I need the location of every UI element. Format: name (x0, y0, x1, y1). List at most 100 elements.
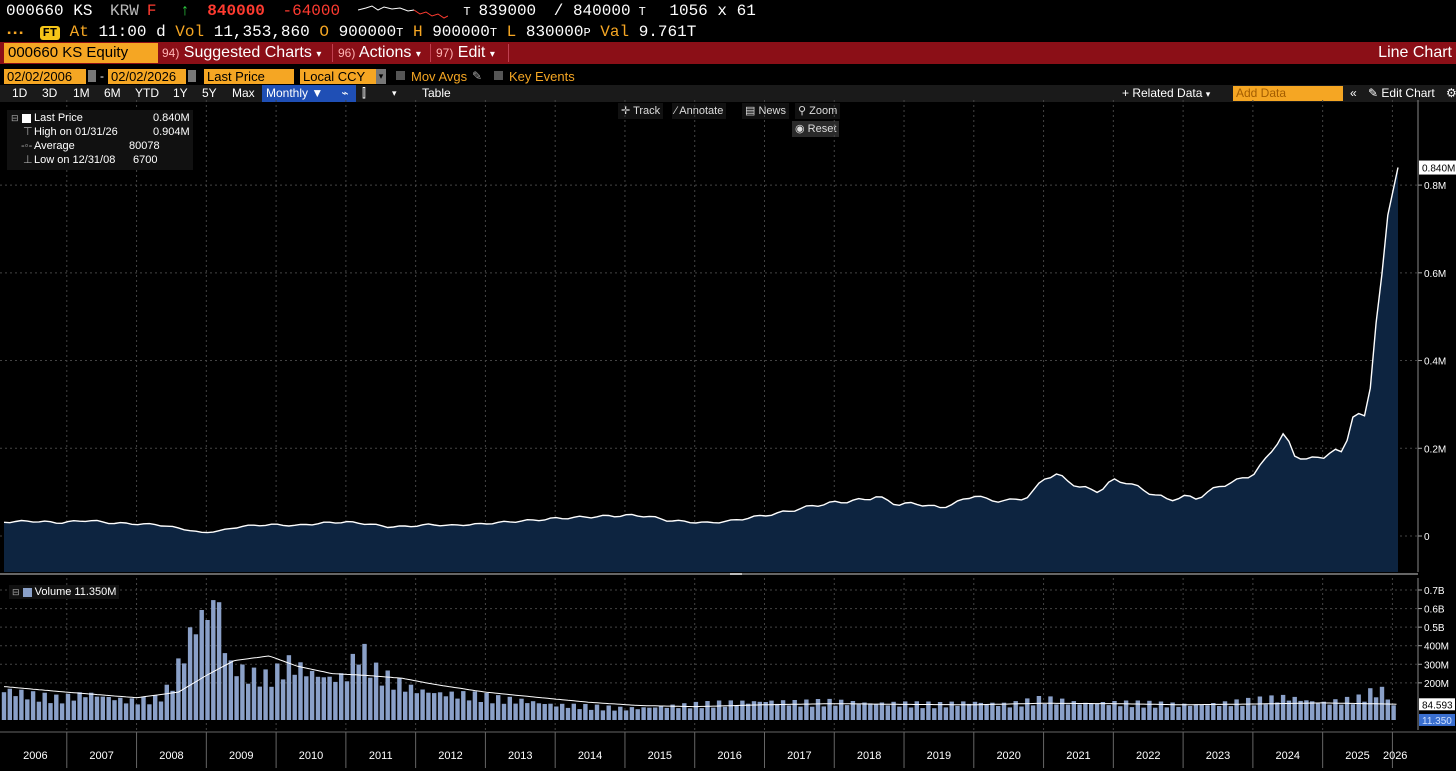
security-field[interactable]: 000660 KS Equity (4, 43, 158, 63)
volume-bar (978, 702, 983, 720)
frequency-selector[interactable]: Monthly ▼ (262, 85, 336, 102)
legend-series-value: 0.840M (153, 112, 190, 124)
volume-bar (594, 704, 600, 720)
add-data-input[interactable]: Add Data (1233, 86, 1343, 101)
line-chart-icon[interactable]: ⌁ (334, 85, 356, 102)
legend-series-name: Last Price (34, 112, 83, 124)
range-5y[interactable]: 5Y (202, 86, 217, 100)
volume-tick-label: 0.6B (1424, 605, 1445, 616)
collapse-icon[interactable]: ⊟ (12, 587, 20, 597)
volume-bar (1118, 706, 1123, 720)
end-date-field[interactable]: 02/02/2026 (108, 69, 186, 84)
pencil-icon[interactable]: ✎ (472, 69, 483, 83)
volume-bar (205, 620, 210, 720)
mov-avgs-checkbox[interactable] (396, 71, 405, 80)
gear-icon[interactable]: ⚙ (1446, 86, 1456, 100)
start-date-field[interactable]: 02/02/2006 (4, 69, 86, 84)
collapse-icon[interactable]: ⊟ (11, 113, 19, 123)
volume-ma-box (1419, 698, 1455, 711)
range-max[interactable]: Max (232, 86, 255, 100)
volume-bar (1030, 705, 1036, 720)
bar-chart-icon[interactable]: ⫿ (362, 86, 366, 100)
volume-bar (182, 663, 187, 720)
volume-bar (199, 610, 204, 720)
volume-bar (100, 696, 105, 720)
quote-ticker: 000660 KS (6, 2, 93, 21)
menu-suggested-charts[interactable]: 94) Suggested Charts ▾ (162, 44, 322, 61)
volume-bar (118, 697, 123, 720)
volume-bar (1077, 704, 1082, 720)
volume-bar (589, 709, 594, 720)
volume-bar (560, 703, 565, 720)
x-tick-label: 2026 (1383, 750, 1407, 762)
price-area-fill (4, 167, 1398, 572)
open-label: O (319, 23, 329, 41)
menu-actions[interactable]: 96) Actions ▾ (338, 44, 421, 61)
volume-bar (1339, 704, 1344, 720)
x-tick-label: 2012 (438, 750, 462, 762)
chevron-down-icon[interactable]: ▾ (376, 69, 386, 84)
quote-currency: KRW F (110, 2, 157, 21)
legend-low-value: 6700 (133, 154, 158, 166)
volume-ma-label: 84.593 (1419, 698, 1455, 711)
range-1m[interactable]: 1M (73, 86, 90, 100)
volume-bar (94, 696, 100, 720)
volume-bar (600, 710, 606, 720)
volume-bar (350, 653, 355, 720)
volume-bar (309, 670, 315, 720)
range-3d[interactable]: 3D (42, 86, 58, 100)
volume-bar (1315, 703, 1321, 720)
key-events-checkbox[interactable] (494, 71, 503, 80)
price-volume-chart[interactable]: 0 0.2M 0.4M 0.6M 0.8M 0.840M 0.7B 0.6B 0.5B 400M… (0, 100, 1456, 771)
table-button[interactable]: Table (422, 86, 451, 100)
range-1d[interactable]: 1D (12, 86, 28, 100)
track-tool[interactable]: ✛ Track (618, 103, 664, 119)
volume-bar (990, 702, 995, 720)
x-tick-label: 2018 (857, 750, 881, 762)
range-ytd[interactable]: YTD (135, 86, 159, 100)
price-tick-label: 0.4M (1424, 357, 1446, 368)
price-change: -64000 (282, 2, 341, 21)
volume-bar (856, 704, 861, 720)
calendar-icon[interactable] (188, 70, 196, 82)
reset-button[interactable]: ◉ Reset (792, 121, 840, 137)
volume-bar (1089, 703, 1094, 720)
volume-bar (1240, 705, 1245, 720)
volume-bar (211, 600, 216, 720)
menu-separator (508, 44, 509, 62)
range-6m[interactable]: 6M (104, 86, 121, 100)
annotate-tool[interactable]: ∕ Annotate (672, 103, 727, 119)
calendar-icon[interactable] (88, 70, 96, 82)
chevron-down-icon[interactable]: ▾ (392, 88, 397, 98)
x-tick-label: 2023 (1206, 750, 1230, 762)
volume-bar (961, 701, 966, 720)
collapse-icon[interactable]: « (1350, 86, 1357, 100)
x-tick-label: 2016 (717, 750, 741, 762)
dots-icon: ▪▪▪ (6, 29, 25, 40)
news-tool[interactable]: ▤ News (742, 103, 789, 119)
volume-bar (815, 699, 821, 720)
range-1y[interactable]: 1Y (173, 86, 188, 100)
volume-bar (1356, 694, 1361, 720)
volume-tick-label: 300M (1424, 660, 1449, 671)
volume-bar (1083, 702, 1088, 720)
currency-selector[interactable]: Local CCY (300, 69, 376, 84)
zoom-tool[interactable]: ⚲ Zoom (795, 103, 841, 119)
volume-bar (1373, 697, 1379, 720)
volume-bar (280, 679, 286, 720)
volume-bar (1228, 706, 1233, 720)
legend-row-high: ⊤ High on 01/31/26 0.904M (7, 126, 193, 139)
menu-edit[interactable]: 97) Edit ▾ (436, 44, 495, 61)
related-data-button[interactable]: + Related Data ▾ (1122, 86, 1211, 100)
mov-avgs-label[interactable]: Mov Avgs (411, 69, 468, 84)
volume-bar (757, 701, 762, 720)
edit-chart-button[interactable]: ✎ Edit Chart (1368, 86, 1435, 100)
volume-bar (466, 700, 472, 720)
volume-bar (1065, 704, 1071, 720)
volume-bar (1141, 707, 1146, 720)
legend-low-label: Low on 12/31/08 (34, 154, 116, 166)
low-label: L (506, 23, 517, 41)
key-events-label[interactable]: Key Events (509, 69, 575, 84)
field-selector[interactable]: Last Price (204, 69, 294, 84)
volume-tick-label: 400M (1424, 642, 1449, 653)
